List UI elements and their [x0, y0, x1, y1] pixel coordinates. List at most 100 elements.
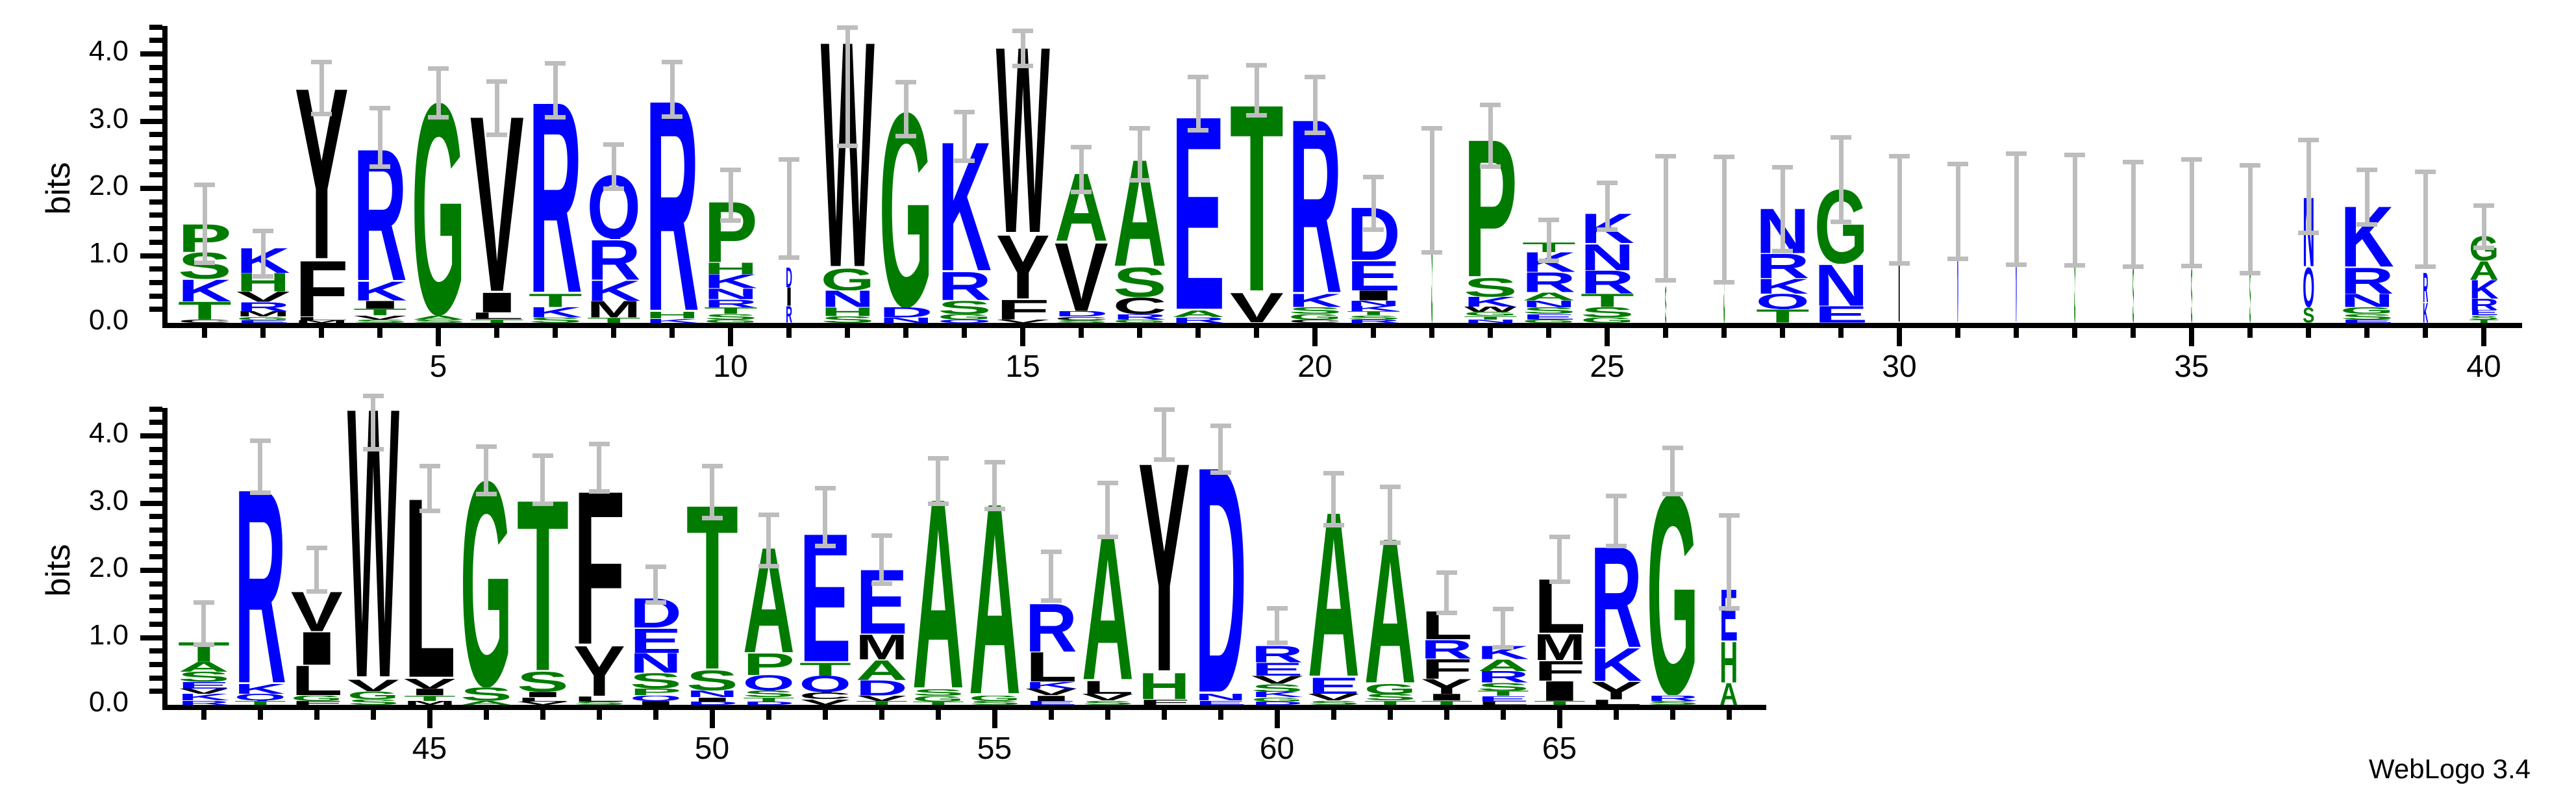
logo-letter-3-F: F	[294, 260, 349, 317]
svg-text:E: E	[1025, 701, 1077, 705]
logo-letter-47-L: L	[516, 698, 569, 702]
x-minor-tick	[201, 710, 206, 720]
logo-letter-38-R: R	[2340, 267, 2395, 294]
x-tick-label: 25	[1590, 349, 1625, 384]
error-bar-cap-bottom-43	[306, 589, 327, 594]
svg-text:K: K	[2423, 303, 2428, 323]
y-tick-label: 2.0	[88, 170, 129, 201]
svg-text:H: H	[1719, 641, 1738, 683]
error-bar-3	[319, 62, 324, 115]
logo-letter-7-K: K	[528, 307, 583, 318]
weblogo-credit: WebLogo 3.4	[2368, 754, 2531, 784]
x-minor-tick	[540, 710, 545, 720]
logo-letter-45-L: L	[403, 495, 456, 679]
error-bar-62	[1388, 486, 1392, 543]
svg-text:V: V	[799, 700, 851, 705]
svg-text:A: A	[1171, 311, 1225, 317]
y-tick-label: 1.0	[88, 236, 129, 269]
logo-letter-43-I: I	[290, 631, 344, 665]
error-bar-cap-bottom-44	[362, 446, 384, 451]
svg-text:R: R	[2340, 267, 2394, 294]
svg-text:S: S	[573, 702, 625, 705]
error-bar-cap-top-31	[1947, 161, 1968, 166]
error-bar-cap-bottom-58	[1153, 457, 1175, 463]
svg-text:F: F	[290, 701, 342, 705]
svg-text:R: R	[1251, 646, 1303, 663]
error-bar-cap-bottom-7	[545, 115, 566, 120]
error-bar-cap-bottom-17	[1129, 177, 1150, 183]
x-minor-tick	[1663, 328, 1668, 338]
svg-text:T: T	[1464, 316, 1518, 320]
svg-text:R: R	[1646, 696, 1698, 701]
logo-letter-41-V: V	[177, 689, 231, 694]
svg-text:T: T	[855, 701, 907, 705]
svg-text:S: S	[1307, 701, 1359, 705]
svg-text:G: G	[912, 696, 964, 702]
error-bar-cap-bottom-45	[419, 508, 440, 513]
y-minor-tick	[149, 105, 162, 110]
error-bar-cap-bottom-34	[2123, 264, 2144, 270]
error-bar-6	[494, 81, 499, 136]
svg-text:A: A	[1364, 536, 1416, 684]
svg-text:I: I	[516, 692, 568, 697]
error-bar-cap-bottom-54	[927, 501, 949, 506]
svg-text:K: K	[529, 307, 582, 318]
logo-letter-13-G: G	[879, 110, 934, 307]
svg-text:V: V	[516, 702, 568, 705]
x-tick-label: 45	[412, 731, 447, 766]
svg-text:I: I	[1025, 696, 1077, 701]
svg-text:S: S	[1431, 192, 1432, 323]
svg-text:S: S	[1522, 307, 1576, 314]
svg-text:R: R	[704, 299, 758, 307]
x-minor-tick	[2072, 328, 2077, 338]
y-minor-tick	[149, 446, 162, 452]
svg-text:N: N	[2340, 294, 2394, 307]
svg-text:L: L	[1590, 700, 1642, 705]
logo-letter-16-S: S	[1054, 320, 1109, 323]
logo-letter-65-F: F	[1533, 661, 1586, 681]
y-minor-tick	[149, 212, 162, 218]
logo-letter-52-V: V	[799, 700, 852, 705]
y-axis-line	[162, 407, 168, 710]
error-bar-22	[1429, 127, 1434, 253]
error-bar-cap-bottom-48	[588, 488, 610, 494]
svg-text:G: G	[879, 110, 933, 307]
svg-text:Y: Y	[1138, 459, 1190, 672]
error-bar-cap-top-64	[1492, 606, 1514, 611]
logo-letter-63-R: R	[1420, 640, 1473, 659]
logo-letter-50-I: I	[686, 698, 739, 702]
error-bar-cap-top-6	[486, 79, 507, 84]
error-bar-cap-top-12	[837, 25, 858, 30]
y-axis-label: bits	[40, 162, 77, 215]
logo-letter-29-E: E	[1814, 306, 1869, 323]
x-tick-label: 20	[1297, 349, 1332, 384]
error-bar-cap-bottom-8	[603, 186, 624, 192]
x-minor-tick	[669, 328, 675, 338]
svg-text:E: E	[2340, 320, 2394, 323]
x-minor-tick	[1488, 328, 1493, 338]
svg-text:I: I	[1533, 681, 1585, 701]
error-bar-cap-top-20	[1305, 75, 1325, 80]
svg-text:T: T	[1420, 701, 1472, 705]
x-minor-tick	[845, 328, 850, 338]
y-major-tick	[140, 635, 162, 641]
error-bar-cap-bottom-66	[1605, 543, 1627, 548]
y-major-tick	[140, 253, 162, 259]
logo-letter-10-R: R	[703, 299, 758, 307]
x-minor-tick	[483, 710, 489, 720]
svg-text:L: L	[1477, 702, 1529, 705]
error-bar-cap-top-66	[1605, 494, 1627, 499]
x-minor-tick	[553, 328, 558, 338]
svg-text:E: E	[799, 531, 851, 663]
logo-letter-49-N: N	[629, 653, 682, 673]
logo-letter-37-Q: Q	[2303, 267, 2315, 307]
svg-text:D: D	[786, 267, 792, 287]
svg-text:C: C	[1055, 317, 1108, 320]
logo-letter-9-H: H	[645, 312, 700, 318]
logo-letter-11-D: D	[786, 267, 792, 287]
svg-text:I: I	[1420, 694, 1472, 700]
logo-letter-64-T: T	[1477, 691, 1530, 696]
svg-text:C: C	[1288, 320, 1342, 323]
error-bar-60	[1275, 607, 1279, 643]
y-major-tick	[140, 51, 162, 57]
